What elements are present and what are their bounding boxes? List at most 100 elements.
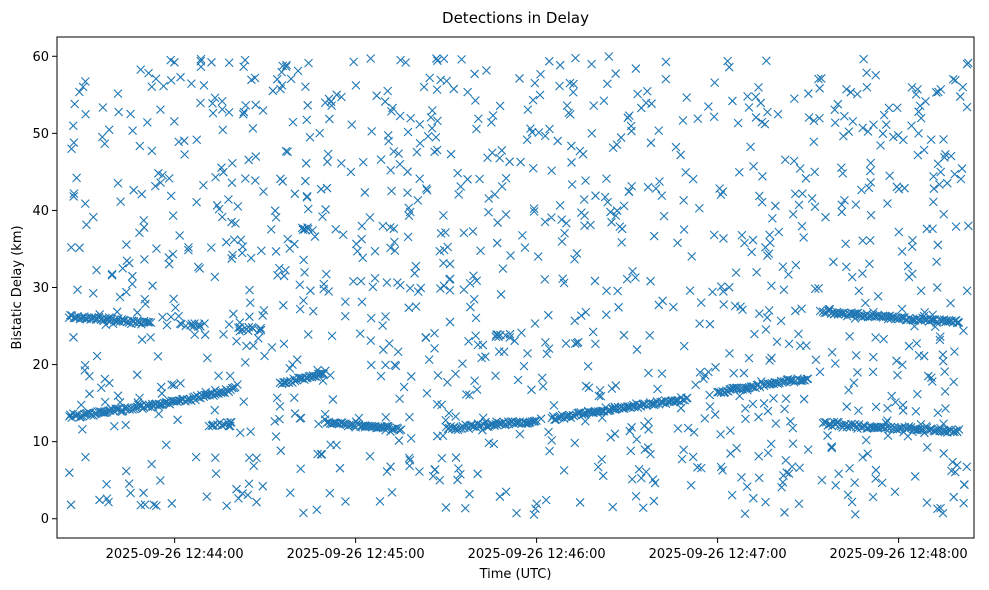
detection-marker [577,208,586,218]
detection-marker [85,389,94,399]
detection-marker [611,211,621,221]
detection-marker [122,256,132,266]
detection-marker [689,427,699,437]
detection-marker [246,253,256,263]
detection-marker [748,493,758,503]
detection-marker [933,159,943,169]
detection-marker [155,476,165,485]
detection-marker [591,191,600,201]
detection-marker [724,62,734,72]
detection-marker [445,275,454,284]
detection-marker [631,273,640,282]
detection-marker [95,495,104,505]
detection-marker [809,137,819,147]
detection-marker [519,361,529,371]
detection-marker [764,249,774,259]
detection-marker [132,308,142,317]
detection-marker [207,421,217,431]
detection-marker [814,74,823,84]
detection-marker [790,189,800,199]
x-tick-label: 2025-09-26 12:45:00 [287,547,425,562]
detection-marker [214,371,223,381]
detection-marker [922,442,932,452]
detection-marker [100,139,110,149]
detection-marker [679,445,689,455]
detection-marker [196,54,206,64]
detection-marker [913,150,923,160]
detection-marker [910,321,919,331]
detection-marker [295,280,305,290]
detection-marker [866,210,876,220]
detection-marker [634,464,644,474]
detection-marker [172,397,182,406]
detection-marker [115,397,125,407]
detection-marker [153,168,163,178]
detection-marker [754,412,763,422]
detection-marker [734,167,744,177]
detection-marker [767,281,776,291]
detection-marker [856,311,866,321]
detection-marker [347,120,357,130]
detection-marker [455,469,465,479]
detection-marker [81,109,90,119]
detection-marker [866,158,876,168]
detection-marker [515,74,524,83]
detection-marker [842,84,851,94]
detection-marker [493,218,503,227]
detection-marker [478,413,488,423]
detection-marker [646,449,655,459]
detection-marker [239,62,249,72]
detection-marker [251,100,261,110]
detection-marker [751,92,761,102]
detection-marker [911,407,921,416]
detection-marker [862,82,872,92]
detection-marker [336,158,346,168]
detection-marker [248,341,258,351]
detection-marker [150,181,160,191]
detection-marker [113,178,123,188]
detection-marker [910,472,920,481]
detection-marker [603,406,613,416]
detection-marker [794,329,803,339]
detection-marker [476,246,485,256]
detection-marker [322,157,332,167]
detection-marker [916,286,926,296]
detection-marker [396,425,406,435]
detection-marker [912,389,922,399]
detection-marker [559,466,569,475]
detection-marker [471,313,481,323]
detection-marker [644,368,653,378]
detection-marker [464,336,473,346]
detection-marker [441,228,450,237]
detection-marker [604,52,614,61]
detection-marker [673,238,682,248]
detection-marker [501,331,511,340]
detection-marker [395,394,404,404]
detection-marker [830,118,840,128]
detection-marker [602,79,612,89]
detection-marker [232,484,241,494]
detection-marker [137,335,147,344]
detection-marker [781,394,791,404]
detection-marker [929,171,938,181]
detection-marker [376,371,386,381]
detection-marker [116,197,126,207]
detection-marker [594,391,604,401]
detection-marker [320,409,330,419]
detection-marker [555,201,565,210]
detection-marker [850,509,860,519]
detection-marker [562,101,572,111]
detection-marker [600,192,610,202]
detection-marker [88,288,98,298]
detection-marker [873,291,883,301]
detection-marker [72,173,82,183]
detection-marker [754,473,764,483]
detection-marker [849,378,859,388]
detection-marker [921,96,930,106]
detection-marker [449,422,459,432]
detection-marker [174,311,184,321]
detection-marker [227,178,237,188]
detection-marker [66,243,76,252]
detection-marker [331,224,341,234]
detection-marker [432,54,441,63]
